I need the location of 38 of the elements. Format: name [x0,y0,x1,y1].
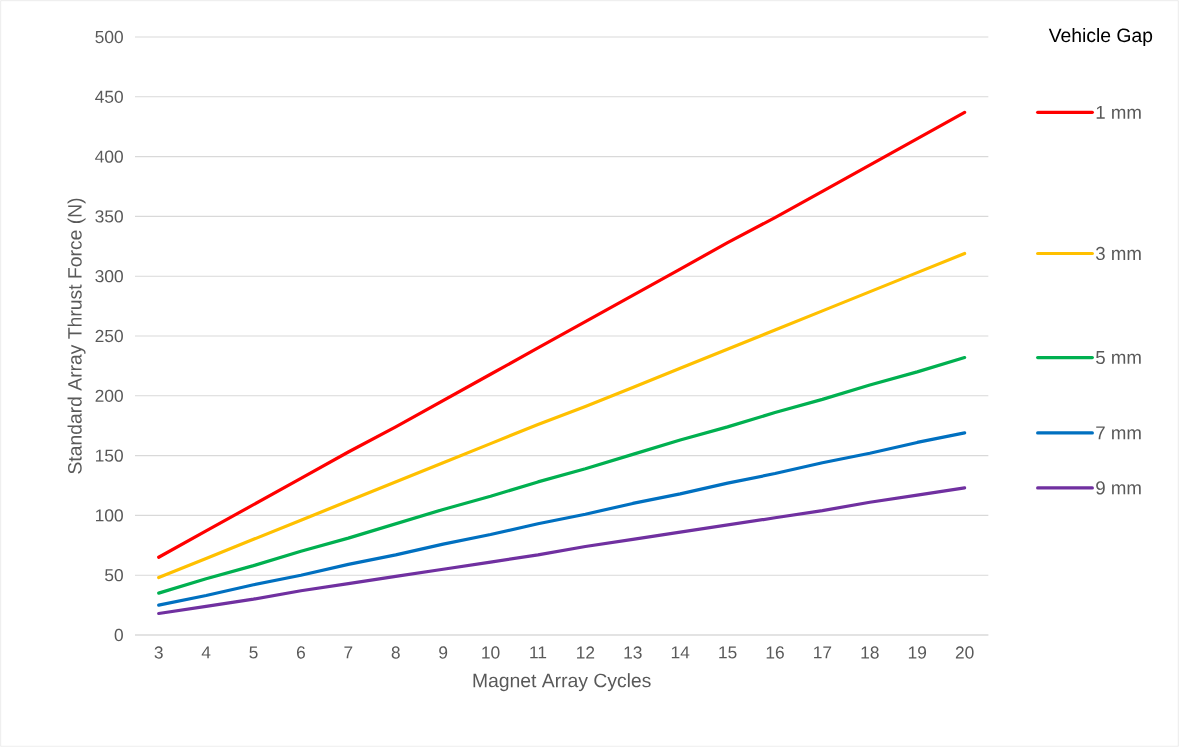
y-tick-label: 200 [95,389,123,402]
y-tick-label: 250 [95,329,123,343]
y-tick-label: 0 [114,628,123,642]
x-tick-label: 5 [249,646,258,659]
y-tick-label: 300 [95,270,123,283]
x-tick-label: 11 [530,646,547,659]
x-axis-title: Magnet Array Cycles [473,673,651,692]
y-tick-label: 400 [95,150,123,163]
x-tick-label: 9 [439,646,448,659]
x-tick-label: 15 [719,646,737,659]
legend-title: Vehicle Gap [1048,27,1153,47]
x-tick-label: 10 [482,646,500,659]
legend-label: 9 mm [1096,481,1141,495]
x-tick-label: 18 [861,646,879,659]
y-tick-label: 50 [105,569,123,582]
legend-label: 5 mm [1096,351,1141,365]
x-tick-label: 13 [624,646,642,659]
x-tick-label: 17 [814,646,832,659]
legend-label: 1 mm [1096,105,1141,119]
line-series [157,431,967,607]
legend-label: 3 mm [1095,246,1141,261]
y-axis-title: Standard Array Thrust Force (N) [67,198,86,474]
legend-label: 7 mm [1096,426,1141,440]
x-tick-label: 16 [766,646,784,659]
x-tick-label: 12 [577,646,595,659]
x-tick-label: 4 [201,646,211,659]
y-tick-label: 150 [96,449,123,462]
x-tick-label: 7 [344,646,353,659]
y-tick-label: 450 [95,90,123,103]
y-tick-label: 350 [95,210,123,223]
x-tick-label: 6 [296,646,305,659]
x-tick-label: 19 [908,646,927,659]
x-tick-label: 20 [955,646,974,659]
x-tick-label: 3 [154,646,163,659]
y-tick-label: 500 [95,30,123,44]
x-tick-label: 14 [671,646,690,659]
y-tick-label: 100 [96,509,123,522]
x-tick-label: 8 [391,646,400,659]
